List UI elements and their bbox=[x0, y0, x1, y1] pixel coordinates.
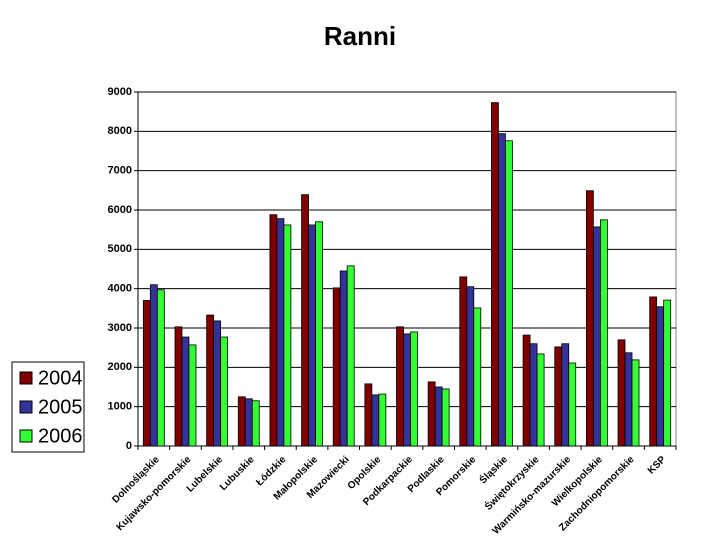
y-tick-label: 3000 bbox=[108, 322, 132, 334]
y-tick-label: 0 bbox=[126, 440, 132, 452]
bar bbox=[301, 194, 309, 447]
bar bbox=[251, 400, 260, 447]
bar bbox=[237, 396, 246, 447]
bar bbox=[142, 300, 151, 447]
bar bbox=[149, 284, 158, 447]
bar bbox=[315, 221, 323, 447]
bar bbox=[339, 270, 348, 447]
y-tick-label: 5000 bbox=[108, 243, 132, 255]
x-tick-label: Lubuskie bbox=[218, 454, 257, 493]
bar bbox=[410, 331, 418, 447]
bar bbox=[371, 394, 380, 447]
bar bbox=[244, 398, 253, 447]
bar bbox=[283, 224, 292, 447]
legend-label: 2006 bbox=[38, 425, 83, 447]
legend-swatch bbox=[19, 429, 33, 443]
bar bbox=[206, 314, 215, 447]
bar bbox=[631, 359, 640, 447]
bar bbox=[663, 299, 672, 447]
bar bbox=[522, 334, 531, 447]
y-tick-label: 2000 bbox=[108, 361, 132, 373]
y-tick-label: 6000 bbox=[108, 204, 132, 216]
bar bbox=[276, 218, 285, 447]
x-tick-label: KSP bbox=[646, 454, 669, 477]
chart-title: Ranni bbox=[324, 21, 396, 51]
bar bbox=[585, 190, 594, 447]
bar bbox=[529, 343, 538, 447]
bar bbox=[624, 352, 633, 447]
bar bbox=[505, 140, 513, 447]
bar bbox=[592, 226, 601, 447]
bar bbox=[656, 306, 665, 447]
bar bbox=[649, 296, 658, 447]
bar bbox=[188, 344, 197, 447]
bar bbox=[220, 336, 229, 447]
bar bbox=[396, 326, 404, 447]
bar bbox=[599, 219, 608, 447]
legend-label: 2004 bbox=[38, 367, 83, 389]
y-tick-label: 7000 bbox=[108, 165, 132, 177]
bar bbox=[308, 224, 316, 447]
bar bbox=[434, 386, 443, 447]
bar bbox=[364, 383, 373, 447]
bar bbox=[427, 381, 436, 447]
x-tick-label: Świętokrzyskie bbox=[482, 452, 542, 512]
bar bbox=[181, 336, 190, 447]
y-tick-label: 9000 bbox=[108, 86, 132, 98]
bar bbox=[491, 102, 499, 447]
legend-swatch bbox=[19, 371, 33, 385]
bar bbox=[378, 393, 387, 447]
bar bbox=[174, 326, 183, 447]
x-tick-label: Śląskie bbox=[476, 452, 510, 486]
bar bbox=[441, 388, 450, 447]
bar bbox=[617, 339, 626, 447]
y-tick-label: 4000 bbox=[108, 283, 132, 295]
bar bbox=[466, 286, 475, 447]
bar bbox=[568, 362, 577, 447]
bar bbox=[561, 343, 570, 447]
bar bbox=[459, 276, 468, 447]
bar bbox=[332, 287, 341, 447]
bar bbox=[213, 320, 222, 447]
bar bbox=[554, 346, 563, 447]
bar bbox=[473, 307, 482, 447]
bar bbox=[269, 214, 278, 447]
bar bbox=[346, 265, 355, 447]
y-tick-label: 1000 bbox=[108, 401, 132, 413]
legend-label: 2005 bbox=[38, 396, 83, 418]
bar bbox=[403, 333, 411, 447]
legend-swatch bbox=[19, 400, 33, 414]
bar bbox=[536, 353, 545, 447]
y-tick-label: 8000 bbox=[108, 125, 132, 137]
bar bbox=[156, 289, 165, 447]
bar bbox=[498, 133, 506, 447]
